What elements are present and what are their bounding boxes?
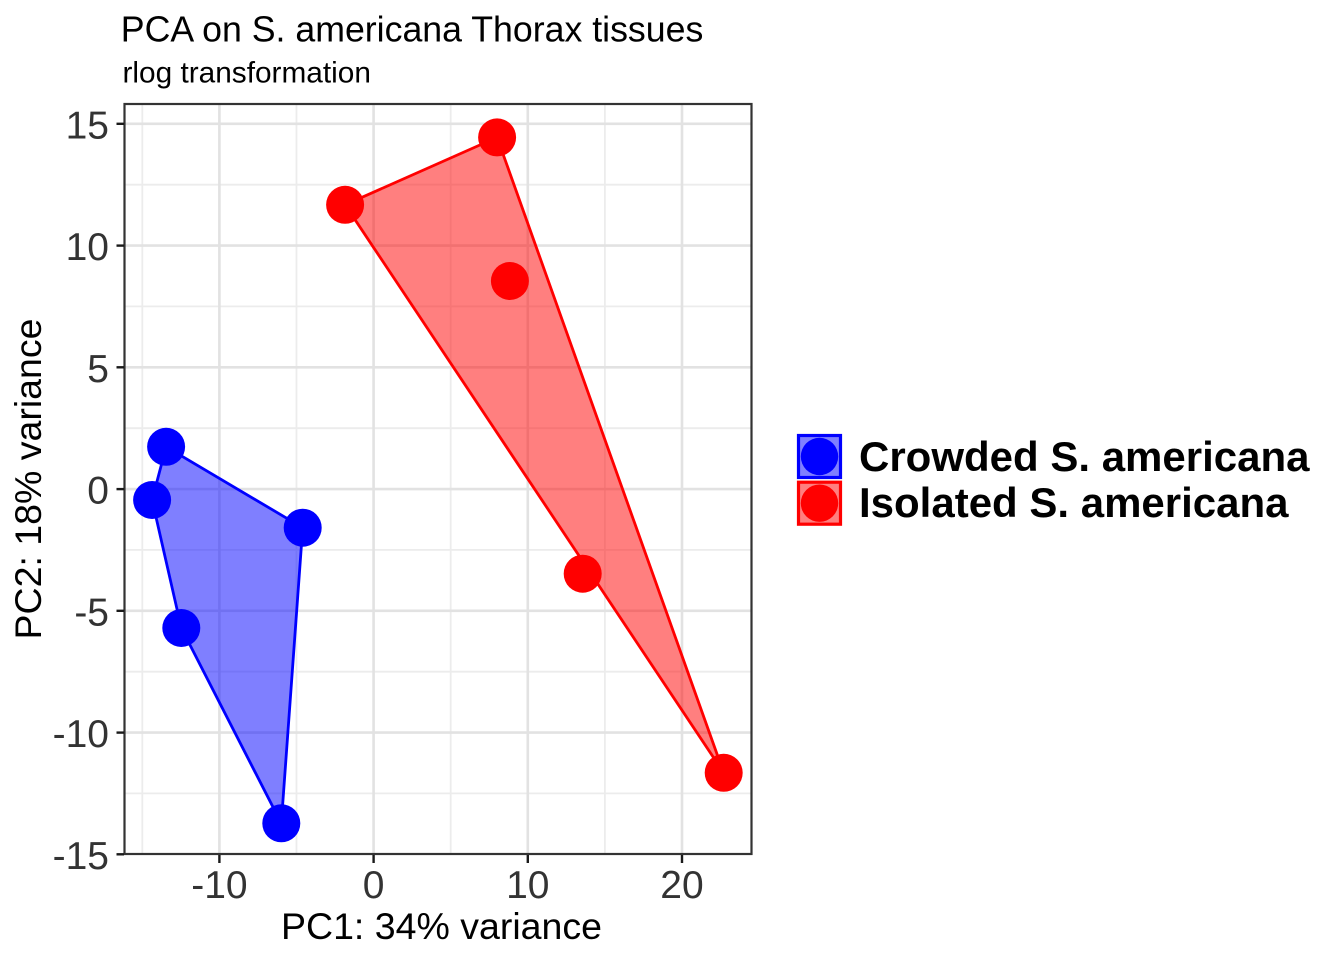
svg-text:Isolated S. americana: Isolated S. americana xyxy=(859,479,1289,526)
svg-text:0: 0 xyxy=(363,864,385,907)
svg-text:0: 0 xyxy=(87,470,109,513)
svg-text:10: 10 xyxy=(66,226,109,269)
svg-text:20: 20 xyxy=(660,864,703,907)
svg-text:10: 10 xyxy=(506,864,549,907)
svg-text:PC2: 18% variance: PC2: 18% variance xyxy=(7,318,49,639)
svg-text:-10: -10 xyxy=(191,864,247,907)
svg-text:5: 5 xyxy=(87,348,109,391)
svg-text:Crowded S. americana: Crowded S. americana xyxy=(859,433,1310,480)
svg-text:PCA on S. americana Thorax tis: PCA on S. americana Thorax tissues xyxy=(121,10,704,50)
svg-text:-5: -5 xyxy=(74,591,109,634)
svg-text:-10: -10 xyxy=(53,713,109,756)
svg-text:15: 15 xyxy=(66,104,109,147)
svg-text:rlog transformation: rlog transformation xyxy=(123,57,371,90)
svg-text:-15: -15 xyxy=(53,835,109,878)
svg-text:PC1: 34% variance: PC1: 34% variance xyxy=(281,905,602,947)
